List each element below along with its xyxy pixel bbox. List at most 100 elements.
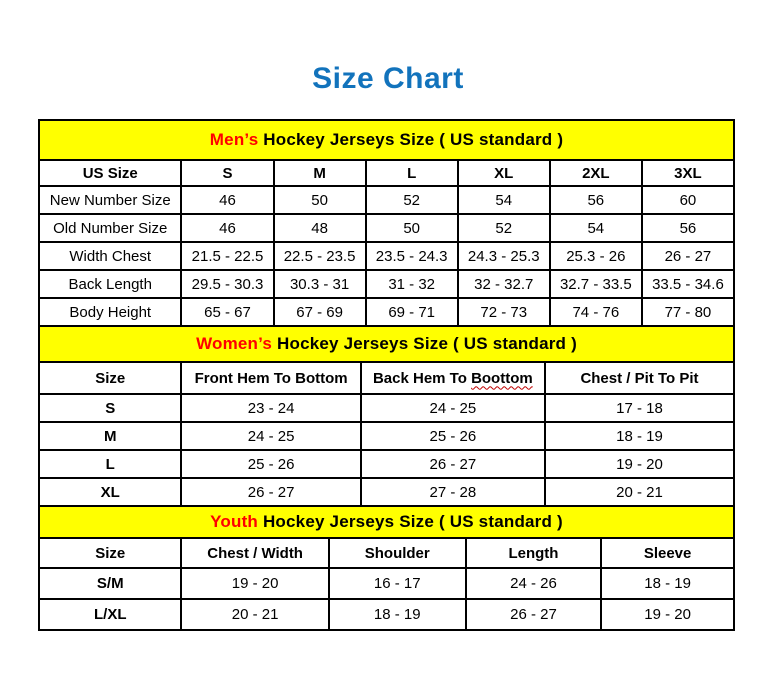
column-header: Front Hem To Bottom [180, 361, 362, 395]
size-value-cell: 19 - 20 [543, 449, 736, 479]
size-value-cell: 46 [180, 185, 275, 215]
size-value-cell: 17 - 18 [543, 393, 736, 423]
section-mens: Men’s Hockey Jerseys Size ( US standard … [37, 119, 736, 327]
row-label: S/M [37, 567, 183, 600]
youth-highlight-text: Youth [210, 512, 259, 531]
table-row: New Number Size 46 50 52 54 56 60 [37, 185, 736, 215]
size-value-cell: 18 - 19 [543, 421, 736, 451]
row-label: M [37, 421, 183, 451]
size-value-cell: 50 [364, 213, 459, 243]
table-row: S 23 - 24 24 - 25 17 - 18 [37, 393, 736, 423]
row-label: Back Length [37, 269, 183, 299]
column-header: Shoulder [327, 537, 467, 569]
size-value-cell: 77 - 80 [640, 297, 736, 327]
size-value-cell: 24 - 25 [180, 421, 362, 451]
size-value-cell: 26 - 27 [464, 598, 603, 631]
column-header: XL [456, 159, 551, 187]
size-value-cell: 24 - 25 [359, 393, 546, 423]
size-value-cell: 67 - 69 [272, 297, 367, 327]
size-value-cell: 27 - 28 [359, 477, 546, 507]
women-size-table: Size Front Hem To Bottom Back Hem To Boott… [37, 361, 736, 507]
column-header: Chest / Pit To Pit [543, 361, 736, 395]
header-row: Size Chest / Width Shoulder Length Sleeve [37, 537, 735, 569]
size-value-cell: 72 - 73 [456, 297, 551, 327]
table-row: M 24 - 25 25 - 26 18 - 19 [37, 421, 736, 451]
size-value-cell: 50 [272, 185, 367, 215]
size-value-cell: 52 [364, 185, 459, 215]
size-value-cell: 18 - 19 [327, 598, 467, 631]
size-value-cell: 56 [640, 213, 736, 243]
table-row: L/XL 20 - 21 18 - 19 26 - 27 19 - 20 [37, 598, 735, 631]
size-value-cell: 19 - 20 [180, 567, 330, 600]
row-label: S [37, 393, 183, 423]
mens-highlight-text: Men’s [209, 130, 259, 149]
column-header: 2XL [548, 159, 643, 187]
size-value-cell: 23 - 24 [180, 393, 362, 423]
column-header: Sleeve [600, 537, 735, 569]
size-value-cell: 29.5 - 30.3 [180, 269, 275, 299]
page-title: Size Chart [312, 62, 464, 95]
size-value-cell: 26 - 27 [359, 449, 546, 479]
size-value-cell: 25 - 26 [180, 449, 362, 479]
size-value-cell: 69 - 71 [364, 297, 459, 327]
youth-size-table: Size Chest / Width Shoulder Length Sleeve S/M… [37, 537, 735, 631]
size-value-cell: 24 - 26 [464, 567, 603, 600]
size-value-cell: 33.5 - 34.6 [640, 269, 736, 299]
size-value-cell: 52 [456, 213, 551, 243]
size-value-cell: 24.3 - 25.3 [456, 241, 551, 271]
table-row: Width Chest 21.5 - 22.5 22.5 - 23.5 23.5 - … [37, 241, 736, 271]
size-value-cell: 46 [180, 213, 275, 243]
row-label: Width Chest [37, 241, 183, 271]
mens-size-table: US Size S M L XL 2XL 3XL New Number Size 46 50 52 5… [37, 159, 736, 327]
row-label: L/XL [37, 598, 183, 631]
women-header-text: Hockey Jerseys Size ( US standard ) [272, 334, 577, 353]
column-header: 3XL [640, 159, 736, 187]
size-value-cell: 30.3 - 31 [272, 269, 367, 299]
youth-section-header: Youth Hockey Jerseys Size ( US standard … [38, 505, 735, 539]
size-value-cell: 21.5 - 22.5 [180, 241, 275, 271]
size-value-cell: 32 - 32.7 [456, 269, 551, 299]
header-row: US Size S M L XL 2XL 3XL [37, 159, 736, 187]
size-value-cell: 56 [548, 185, 643, 215]
size-value-cell: 65 - 67 [180, 297, 275, 327]
size-value-cell: 19 - 20 [600, 598, 735, 631]
size-value-cell: 26 - 27 [180, 477, 362, 507]
column-header: US Size [37, 159, 183, 187]
size-value-cell: 25.3 - 26 [548, 241, 643, 271]
row-label: New Number Size [37, 185, 183, 215]
column-header: Size [37, 537, 183, 569]
size-chart-container: Men’s Hockey Jerseys Size ( US standard … [37, 119, 736, 631]
size-value-cell: 20 - 21 [543, 477, 736, 507]
size-value-cell: 54 [548, 213, 643, 243]
header-row: Size Front Hem To Bottom Back Hem To Boott… [37, 361, 736, 395]
size-value-cell: 32.7 - 33.5 [548, 269, 643, 299]
table-row: L 25 - 26 26 - 27 19 - 20 [37, 449, 736, 479]
size-value-cell: 22.5 - 23.5 [272, 241, 367, 271]
size-value-cell: 54 [456, 185, 551, 215]
size-value-cell: 60 [640, 185, 736, 215]
row-label: Old Number Size [37, 213, 183, 243]
column-header-text: Back Hem To [372, 369, 472, 387]
size-value-cell: 26 - 27 [640, 241, 736, 271]
column-header: S [180, 159, 275, 187]
column-header: M [272, 159, 367, 187]
table-row: Back Length 29.5 - 30.3 30.3 - 31 31 - 32 32… [37, 269, 736, 299]
mens-section-header: Men’s Hockey Jerseys Size ( US standard … [38, 119, 735, 161]
size-value-cell: 25 - 26 [359, 421, 546, 451]
section-youth: Youth Hockey Jerseys Size ( US standard … [37, 505, 735, 631]
mens-header-text: Hockey Jerseys Size ( US standard ) [258, 130, 564, 149]
women-section-header: Women’s Hockey Jerseys Size ( US standar… [38, 325, 735, 363]
size-value-cell: 23.5 - 24.3 [364, 241, 459, 271]
size-value-cell: 74 - 76 [548, 297, 643, 327]
row-label: L [37, 449, 183, 479]
table-row: XL 26 - 27 27 - 28 20 - 21 [37, 477, 736, 507]
size-value-cell: 18 - 19 [600, 567, 735, 600]
table-row: Body Height 65 - 67 67 - 69 69 - 71 72 - 73 7… [37, 297, 736, 327]
size-value-cell: 16 - 17 [327, 567, 467, 600]
youth-header-text: Hockey Jerseys Size ( US standard ) [258, 512, 563, 531]
column-header: Size [37, 361, 183, 395]
section-women: Women’s Hockey Jerseys Size ( US standar… [37, 325, 736, 507]
column-header: Back Hem To Boottom [359, 361, 546, 395]
table-row: Old Number Size 46 48 50 52 54 56 [37, 213, 736, 243]
